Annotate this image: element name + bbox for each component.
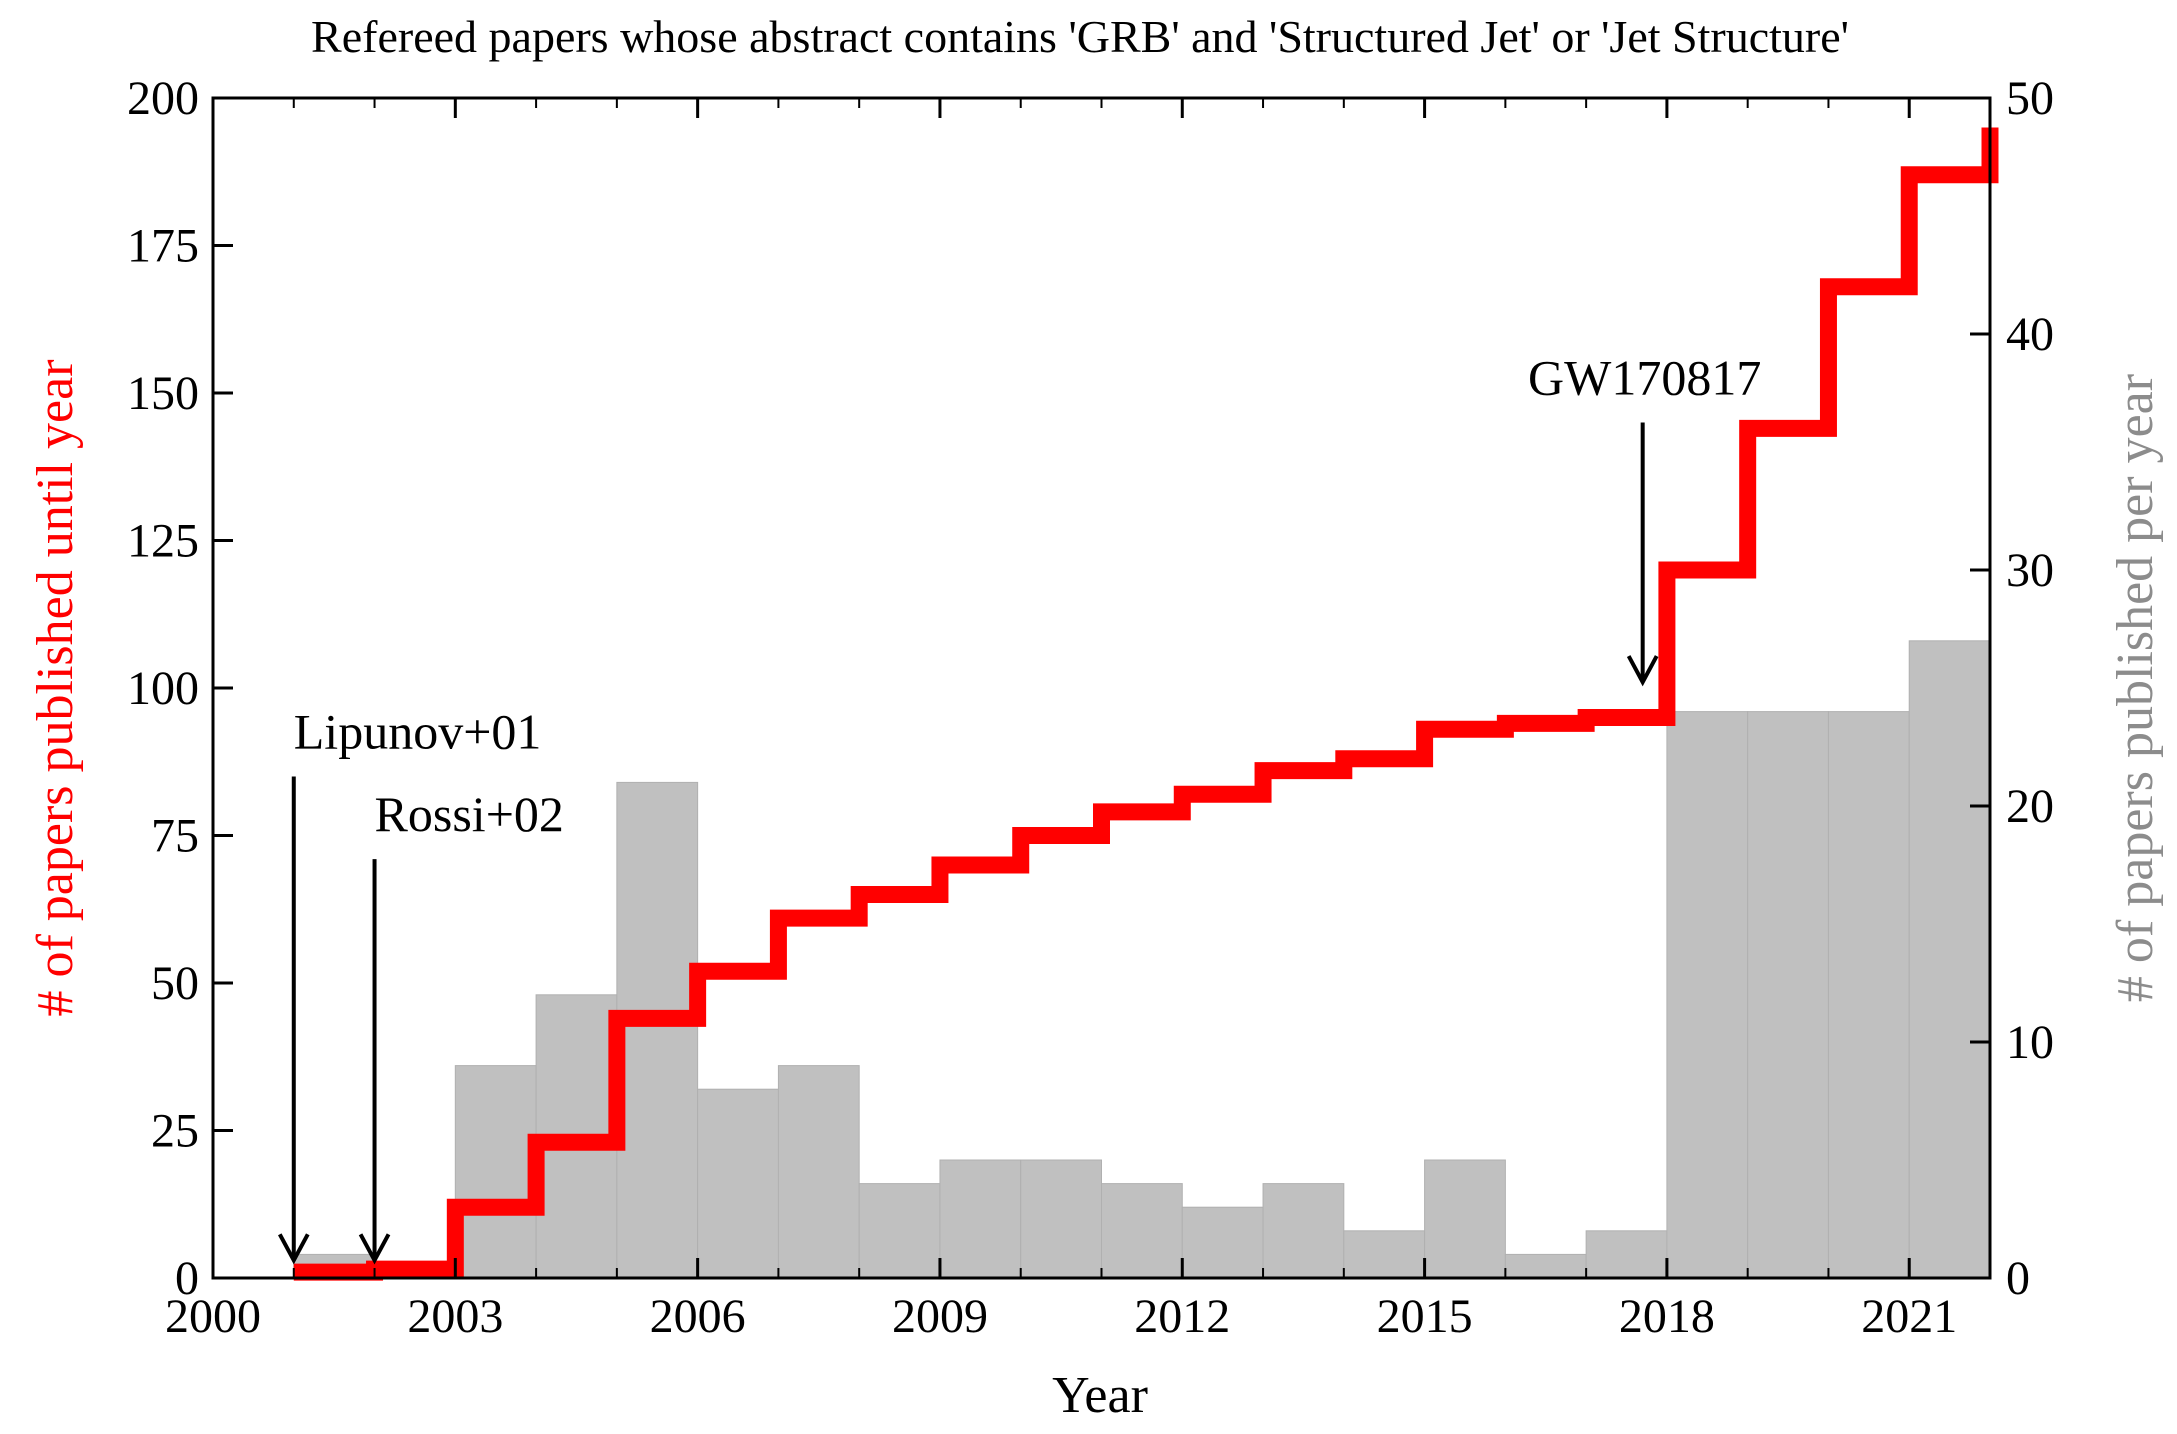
y-axis-left-label: # of papers published until year <box>27 359 84 1016</box>
bar-2008 <box>858 1183 941 1279</box>
y-left-tick-label: 75 <box>151 810 199 863</box>
y-right-tick-label: 10 <box>2006 1016 2054 1069</box>
bar-2017 <box>1585 1230 1668 1279</box>
annotation-label: GW170817 <box>1528 350 1761 406</box>
y-left-tick-label: 125 <box>127 515 199 568</box>
bar-2007 <box>777 1065 860 1279</box>
x-tick-label: 2000 <box>165 1290 261 1343</box>
x-tick-label: 2012 <box>1134 1290 1230 1343</box>
annotations: Lipunov+01 Rossi+02 GW170817 <box>278 350 1761 1265</box>
cumulative-line <box>293 127 1999 1281</box>
x-tick-label: 2006 <box>650 1290 746 1343</box>
bar-2020 <box>1827 711 1910 1279</box>
chart-title: Refereed papers whose abstract contains … <box>311 11 1849 62</box>
bar-2013 <box>1262 1183 1345 1279</box>
y-left-tick-label: 175 <box>127 220 199 273</box>
y-left-tick-label: 50 <box>151 957 199 1010</box>
y-left-tick-label: 200 <box>127 72 199 125</box>
y-right-tick-label: 30 <box>2006 544 2054 597</box>
tick-marks: 2000 2003 2006 2009 2012 2015 2018 202102550751… <box>127 72 2054 1343</box>
annotation-label: Lipunov+01 <box>294 704 542 760</box>
bar-2021 <box>1908 640 1991 1279</box>
per-year-bars <box>293 640 1991 1279</box>
y-axis-right-label: # of papers published per year <box>2107 374 2164 1002</box>
bar-2010 <box>1020 1159 1103 1279</box>
x-tick-label: 2009 <box>892 1290 988 1343</box>
annotation-arrow-head <box>1626 655 1659 687</box>
bar-2016 <box>1504 1253 1587 1279</box>
annotation-label: Rossi+02 <box>375 786 564 842</box>
bar-2019 <box>1747 711 1829 1279</box>
y-left-tick-label: 100 <box>127 662 199 715</box>
bar-2003 <box>454 1065 537 1279</box>
bar-2018 <box>1666 711 1749 1279</box>
bar-2014 <box>1343 1230 1426 1279</box>
x-tick-label: 2015 <box>1377 1290 1473 1343</box>
y-right-tick-label: 20 <box>2006 780 2054 833</box>
bar-2006 <box>697 1088 779 1279</box>
y-right-tick-label: 0 <box>2006 1252 2030 1305</box>
x-tick-label: 2021 <box>1861 1290 1957 1343</box>
y-left-tick-label: 25 <box>151 1105 199 1158</box>
y-left-tick-label: 0 <box>175 1252 199 1305</box>
annotation-arrow-head <box>358 1233 391 1265</box>
bar-2005 <box>616 781 699 1279</box>
x-axis-label: Year <box>1052 1367 1148 1424</box>
y-right-tick-label: 40 <box>2006 308 2054 361</box>
x-tick-label: 2003 <box>407 1290 503 1343</box>
bar-2015 <box>1424 1159 1506 1279</box>
annotation-arrow-head <box>278 1233 310 1265</box>
y-left-tick-label: 150 <box>127 367 199 420</box>
bar-2012 <box>1181 1206 1264 1279</box>
bar-2011 <box>1101 1183 1183 1279</box>
y-right-tick-label: 50 <box>2006 72 2054 125</box>
bar-2009 <box>939 1159 1022 1279</box>
x-tick-label: 2018 <box>1619 1290 1715 1343</box>
